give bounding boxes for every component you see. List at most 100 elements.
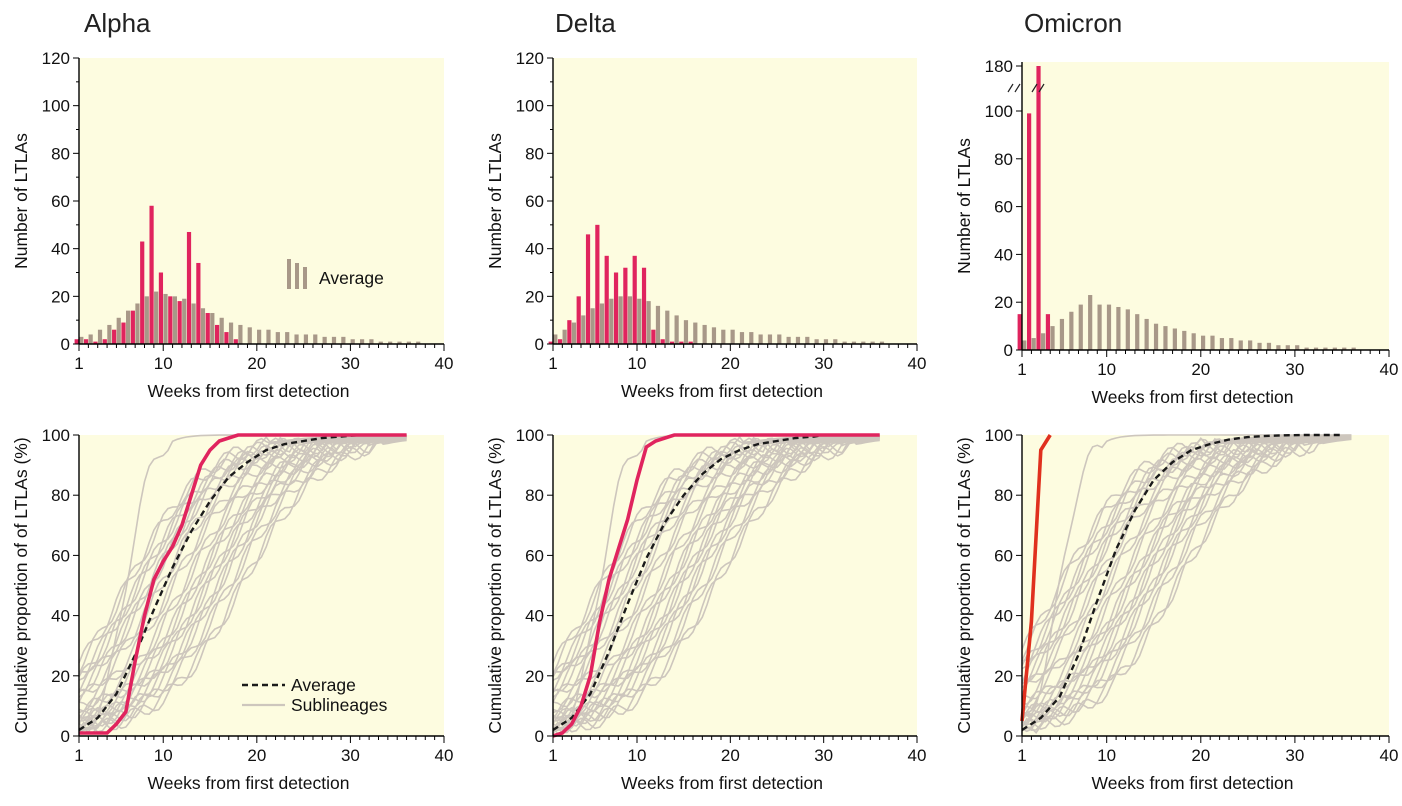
alpha-hist-average-bar — [313, 334, 318, 344]
alpha-hist-average-bar — [257, 329, 262, 344]
omicron-hist-x-tick-label: 1 — [1017, 360, 1026, 379]
alpha-hist-average-bar — [219, 317, 224, 344]
alpha-hist-lineage-bar — [140, 241, 145, 344]
alpha-hist-average-bar — [359, 339, 365, 344]
omicron-cdf-y-tick-label: 80 — [994, 486, 1013, 505]
alpha-hist-x-tick-label: 30 — [341, 354, 360, 373]
delta-cdf-x-tick-label: 40 — [908, 746, 927, 765]
alpha-hist-lineage-bar — [130, 310, 135, 344]
omicron-hist-x-tick-label: 20 — [1191, 360, 1210, 379]
omicron-cdf-sublineage-curve — [1021, 434, 1352, 682]
delta-hist-average-bar — [842, 341, 847, 344]
delta-hist-average-bar — [683, 320, 689, 344]
alpha-hist-average-bar — [210, 313, 215, 344]
omicron-hist-average-bar — [1342, 347, 1347, 350]
alpha-cdf-average-curve — [78, 433, 370, 732]
omicron-hist-average-bar — [1050, 326, 1055, 350]
alpha-hist-lineage-bar — [177, 301, 182, 344]
omicron-hist-x-tick-label: 30 — [1285, 360, 1304, 379]
delta-hist-lineage-bar — [641, 267, 647, 344]
delta-hist-average-bar — [833, 339, 838, 344]
delta-hist-y-axis-label: Number of LTLAs — [485, 133, 505, 269]
alpha-hist-y-tick-label: 20 — [51, 287, 70, 306]
delta-hist-average-bar — [599, 303, 605, 344]
omicron-hist-lineage-bar — [1017, 314, 1022, 350]
omicron-cdf-sublineage-curve — [1021, 434, 1352, 700]
omicron-hist-average-bar — [1041, 333, 1046, 350]
omicron-hist-average-bar — [1248, 340, 1253, 350]
omicron-cdf-y-tick-label: 40 — [994, 607, 1013, 626]
delta-hist-panel: Delta 1 10 20 30 40 0 20 40 60 80 100 120 Weeks from … — [485, 8, 926, 401]
omicron-cdf-average-curve — [1021, 433, 1342, 732]
omicron-hist-average-bar — [1078, 304, 1083, 350]
delta-cdf-x-tick-label: 20 — [721, 746, 740, 765]
omicron-hist-average-bar — [1332, 347, 1337, 350]
delta-hist-lineage-bar — [623, 267, 628, 344]
delta-hist-average-bar — [786, 336, 791, 344]
delta-hist-average-bar — [814, 339, 819, 344]
omicron-hist-y-tick-label: 100 — [985, 102, 1013, 121]
alpha-hist-average-bar — [116, 317, 121, 344]
omicron-hist-average-bar — [1266, 342, 1272, 350]
omicron-cdf-x-axis-label: Weeks from first detection — [1092, 773, 1294, 793]
omicron-hist-average-bar — [1295, 345, 1300, 350]
delta-hist-average-bar — [870, 341, 875, 344]
omicron-hist-x-tick-label: 40 — [1380, 360, 1399, 379]
delta-hist-average-bar — [730, 329, 735, 344]
omicron-hist-y-tick-label: 180 — [985, 57, 1013, 76]
delta-hist-lineage-bar — [669, 341, 675, 344]
delta-hist-average-bar — [655, 305, 661, 344]
alpha-cdf-y-tick-label: 20 — [51, 667, 70, 686]
delta-hist-lineage-bar — [660, 339, 665, 344]
delta-cdf-x-tick-label: 1 — [548, 746, 557, 765]
delta-hist-average-bar — [721, 329, 726, 344]
delta-hist-average-bar — [749, 332, 754, 344]
alpha-hist-average-bar — [303, 334, 309, 344]
alpha-hist-average-bar — [285, 332, 290, 344]
alpha-cdf-y-tick-label: 40 — [51, 607, 70, 626]
alpha-cdf-x-tick-label: 40 — [435, 746, 454, 765]
delta-cdf-y-tick-label: 100 — [516, 426, 544, 445]
omicron-hist-title: Omicron — [1024, 8, 1122, 38]
alpha-hist-average-bar — [107, 324, 112, 344]
delta-hist-average-bar — [739, 332, 745, 344]
alpha-hist-lineage-bar — [102, 339, 107, 344]
delta-hist-average-bar — [553, 334, 558, 344]
omicron-hist-average-bar — [1163, 326, 1168, 350]
delta-cdf-x-axis-label: Weeks from first detection — [621, 773, 823, 793]
alpha-hist-y-axis-label: Number of LTLAs — [11, 133, 31, 269]
alpha-hist-average-bar — [200, 308, 206, 344]
omicron-hist-average-bar — [1323, 347, 1328, 350]
omicron-hist-average-bar — [1276, 345, 1281, 350]
delta-hist-average-bar — [637, 298, 642, 344]
alpha-hist-lineage-bar — [196, 262, 201, 344]
alpha-hist-plot-area — [79, 58, 444, 344]
delta-hist-y-tick-label: 20 — [525, 287, 544, 306]
delta-hist-lineage-bar — [567, 320, 572, 344]
delta-hist-average-bar — [665, 310, 670, 344]
omicron-cdf-x-tick-label: 10 — [1097, 746, 1116, 765]
delta-hist-lineage-bar — [548, 341, 553, 344]
delta-cdf-sublineage-curve — [552, 435, 880, 708]
alpha-hist-lineage-bar — [93, 341, 98, 344]
delta-hist-x-tick-label: 10 — [628, 354, 647, 373]
delta-hist-average-bar — [861, 341, 866, 344]
delta-hist-average-bar — [618, 296, 623, 344]
alpha-cdf-lineage-curve — [79, 433, 407, 735]
delta-cdf-y-axis-label: Cumulative proportion of of LTLAs (%) — [485, 437, 505, 733]
alpha-hist-panel: Alpha 1 10 20 30 40 0 20 40 60 80 100 120 Weeks from … — [11, 8, 453, 401]
alpha-hist-legend-swatch — [295, 263, 299, 289]
delta-cdf-sublineage-curve — [552, 436, 880, 735]
delta-cdf-y-tick-label: 20 — [525, 667, 544, 686]
omicron-hist-average-bar — [1125, 309, 1130, 350]
omicron-hist-axis-break-mark — [1007, 83, 1021, 93]
alpha-hist-lineage-bar — [186, 231, 192, 344]
delta-cdf-y-tick-label: 80 — [525, 486, 544, 505]
delta-hist-plot-area — [553, 58, 917, 344]
omicron-hist-average-bar — [1313, 347, 1319, 350]
omicron-hist-average-bar — [1285, 345, 1290, 350]
delta-hist-average-bar — [851, 341, 857, 344]
omicron-cdf-y-tick-label: 60 — [994, 546, 1013, 565]
omicron-hist-average-bar — [1069, 311, 1074, 350]
omicron-hist-y-tick-label: 40 — [994, 245, 1013, 264]
